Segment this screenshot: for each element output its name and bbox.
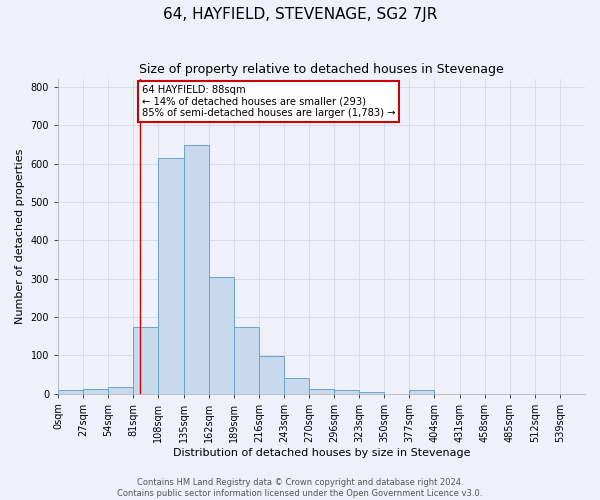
Y-axis label: Number of detached properties: Number of detached properties (15, 149, 25, 324)
Bar (409, 390, 434, 394)
Bar (58, 390, 83, 394)
Bar (284, 378, 309, 394)
Bar (158, 158, 184, 394)
Bar (259, 356, 284, 394)
Title: Size of property relative to detached houses in Stevenage: Size of property relative to detached ho… (139, 62, 504, 76)
Bar (133, 326, 158, 394)
Bar (83, 389, 108, 394)
Bar (209, 276, 234, 394)
Bar (234, 326, 259, 394)
Bar (309, 388, 334, 394)
Bar (334, 390, 359, 394)
Bar (184, 144, 209, 394)
Text: 64 HAYFIELD: 88sqm
← 14% of detached houses are smaller (293)
85% of semi-detach: 64 HAYFIELD: 88sqm ← 14% of detached hou… (142, 85, 395, 118)
Text: 64, HAYFIELD, STEVENAGE, SG2 7JR: 64, HAYFIELD, STEVENAGE, SG2 7JR (163, 8, 437, 22)
Bar (108, 387, 133, 394)
Bar (359, 392, 384, 394)
X-axis label: Distribution of detached houses by size in Stevenage: Distribution of detached houses by size … (173, 448, 470, 458)
Text: Contains HM Land Registry data © Crown copyright and database right 2024.
Contai: Contains HM Land Registry data © Crown c… (118, 478, 482, 498)
